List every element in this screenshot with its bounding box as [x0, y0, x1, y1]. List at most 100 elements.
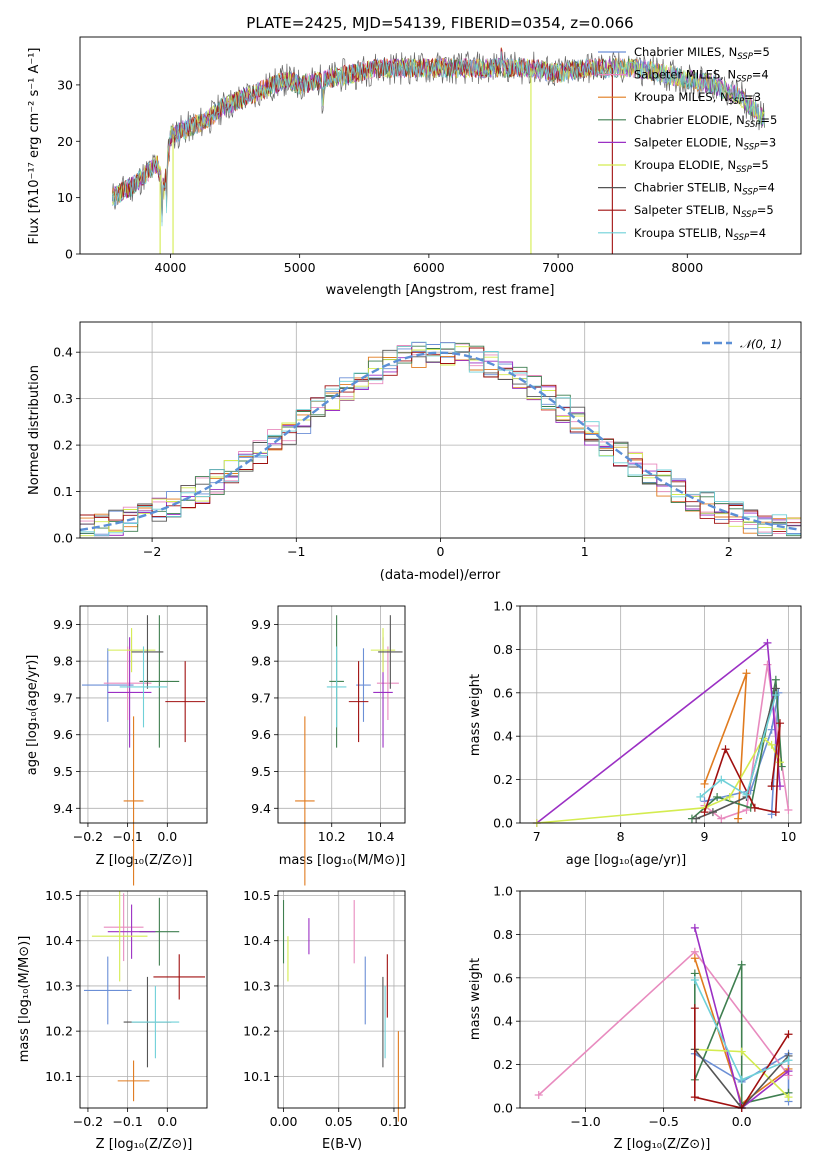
normal-reference-curve: [79, 351, 802, 532]
y-tick-label: 10.5: [243, 888, 271, 903]
x-tick-label: 9: [701, 829, 709, 844]
weight-z-xlabel: Z [log₁₀(Z/Z⊙)]: [614, 1137, 711, 1152]
y-tick-label: 9.9: [251, 617, 271, 632]
y-tick-label: 1.0: [493, 884, 513, 899]
y-tick-label: 10.1: [243, 1069, 271, 1084]
weight-point-marker: [734, 814, 743, 823]
y-tick-label: 10.3: [45, 978, 73, 993]
x-tick-label: 2: [725, 544, 733, 559]
weight-point-marker: [784, 1030, 793, 1039]
y-tick-label: 30: [57, 77, 73, 92]
weight-point-marker: [690, 1004, 699, 1013]
y-tick-label: 9.9: [53, 617, 73, 632]
weight-point-marker: [713, 792, 722, 801]
y-tick-label: 0.2: [53, 438, 73, 453]
x-tick-label: 0.05: [325, 1114, 353, 1129]
y-tick-label: 9.4: [251, 801, 271, 816]
mass-z-xlabel: Z [log₁₀(Z/Z⊙)]: [96, 1137, 193, 1152]
weight-point-marker: [771, 675, 780, 684]
weight-point-marker: [721, 745, 730, 754]
legend-entry: Kroupa STELIB, NSSP=4: [634, 226, 766, 243]
axes-frame: [79, 321, 802, 539]
weight-point-marker: [784, 805, 793, 814]
x-tick-label: −0.2: [73, 1114, 103, 1129]
y-tick-label: 9.7: [53, 690, 73, 705]
weight-point-marker: [742, 669, 751, 678]
x-tick-label: −0.1: [112, 1114, 142, 1129]
y-tick-label: 9.7: [251, 690, 271, 705]
weight-point-marker: [784, 1067, 793, 1076]
weight-point-marker: [690, 923, 699, 932]
weight-point-marker: [737, 1075, 746, 1084]
x-tick-label: 10: [780, 829, 796, 844]
weight-z-ylabel: mass weight: [468, 958, 483, 1040]
x-tick-label: 0.00: [270, 1114, 298, 1129]
weight-point-marker: [771, 690, 780, 699]
spectrum-title: PLATE=2425, MJD=54139, FIBERID=0354, z=0…: [246, 14, 633, 32]
x-tick-label: −1.0: [570, 1114, 600, 1129]
x-tick-label: −0.5: [648, 1114, 678, 1129]
y-tick-label: 9.5: [53, 764, 73, 779]
axes-frame: [519, 605, 802, 824]
weight-series-line: [694, 1008, 790, 1109]
weight-age-xlabel: age [log₁₀(age/yr)]: [566, 853, 687, 868]
ages-z-xlabel: Z [log₁₀(Z/Z⊙)]: [96, 853, 193, 868]
legend-entry: Chabrier STELIB, NSSP=4: [634, 181, 775, 198]
y-tick-label: 0.8: [493, 927, 513, 942]
x-tick-label: 0.0: [157, 1114, 177, 1129]
x-tick-label: −0.2: [73, 829, 103, 844]
weight-point-marker: [737, 960, 746, 969]
hist-ylabel: Normed distribution: [27, 365, 42, 495]
y-tick-label: 0.6: [493, 685, 513, 700]
y-tick-label: 0.0: [493, 1101, 513, 1116]
y-tick-label: 9.6: [53, 727, 73, 742]
y-tick-label: 0.8: [493, 642, 513, 657]
y-tick-label: 10.2: [243, 1024, 271, 1039]
legend-entry: Salpeter MILES, NSSP=4: [634, 68, 769, 85]
axes-frame: [79, 36, 802, 255]
weight-point-marker: [767, 782, 776, 791]
weight-age-ylabel: mass weight: [468, 674, 483, 756]
y-tick-label: 0.4: [493, 1014, 513, 1029]
x-tick-label: 7000: [542, 260, 574, 275]
axes-frame: [79, 890, 208, 1109]
weight-point-marker: [763, 660, 772, 669]
y-tick-label: 0.4: [493, 729, 513, 744]
legend-entry: Chabrier MILES, NSSP=5: [634, 45, 770, 62]
weight-series-line: [536, 737, 781, 824]
y-tick-label: 0.2: [493, 1057, 513, 1072]
legend-entry: Salpeter STELIB, NSSP=5: [634, 203, 774, 220]
ages-z-ylabel: age [log₁₀(age/yr)]: [25, 655, 40, 776]
axes-frame: [79, 605, 208, 824]
y-tick-label: 1.0: [493, 599, 513, 614]
axes-frame: [519, 890, 802, 1109]
y-tick-label: 9.4: [53, 801, 73, 816]
axes-frame: [277, 890, 406, 1109]
legend-entry: Chabrier ELODIE, NSSP=5: [634, 113, 777, 130]
weight-point-marker: [784, 1056, 793, 1065]
y-tick-label: 9.6: [251, 727, 271, 742]
y-tick-label: 20: [57, 134, 73, 149]
x-tick-label: 0.0: [157, 829, 177, 844]
weight-point-marker: [742, 805, 751, 814]
legend-entry: Kroupa MILES, NSSP=3: [634, 90, 761, 107]
y-tick-label: 0.1: [53, 484, 73, 499]
y-tick-label: 10: [57, 190, 73, 205]
histogram-series-step: [80, 347, 801, 532]
weight-point-marker: [690, 1093, 699, 1102]
legend-entry: Kroupa ELODIE, NSSP=5: [634, 158, 769, 175]
weight-point-marker: [708, 808, 717, 817]
x-tick-label: 8000: [671, 260, 703, 275]
weight-point-marker: [700, 808, 709, 817]
weight-point-marker: [725, 792, 734, 801]
weight-point-marker: [776, 719, 785, 728]
x-tick-label: 1: [581, 544, 589, 559]
weight-point-marker: [690, 954, 699, 963]
x-tick-label: 10.4: [367, 829, 395, 844]
weight-point-marker: [717, 775, 726, 784]
mass-z-ylabel: mass [log₁₀(M/M⊙)]: [17, 936, 32, 1063]
x-tick-label: 5000: [284, 260, 316, 275]
weight-point-marker: [742, 790, 751, 799]
y-tick-label: 10.2: [45, 1024, 73, 1039]
x-tick-label: 0: [437, 544, 445, 559]
